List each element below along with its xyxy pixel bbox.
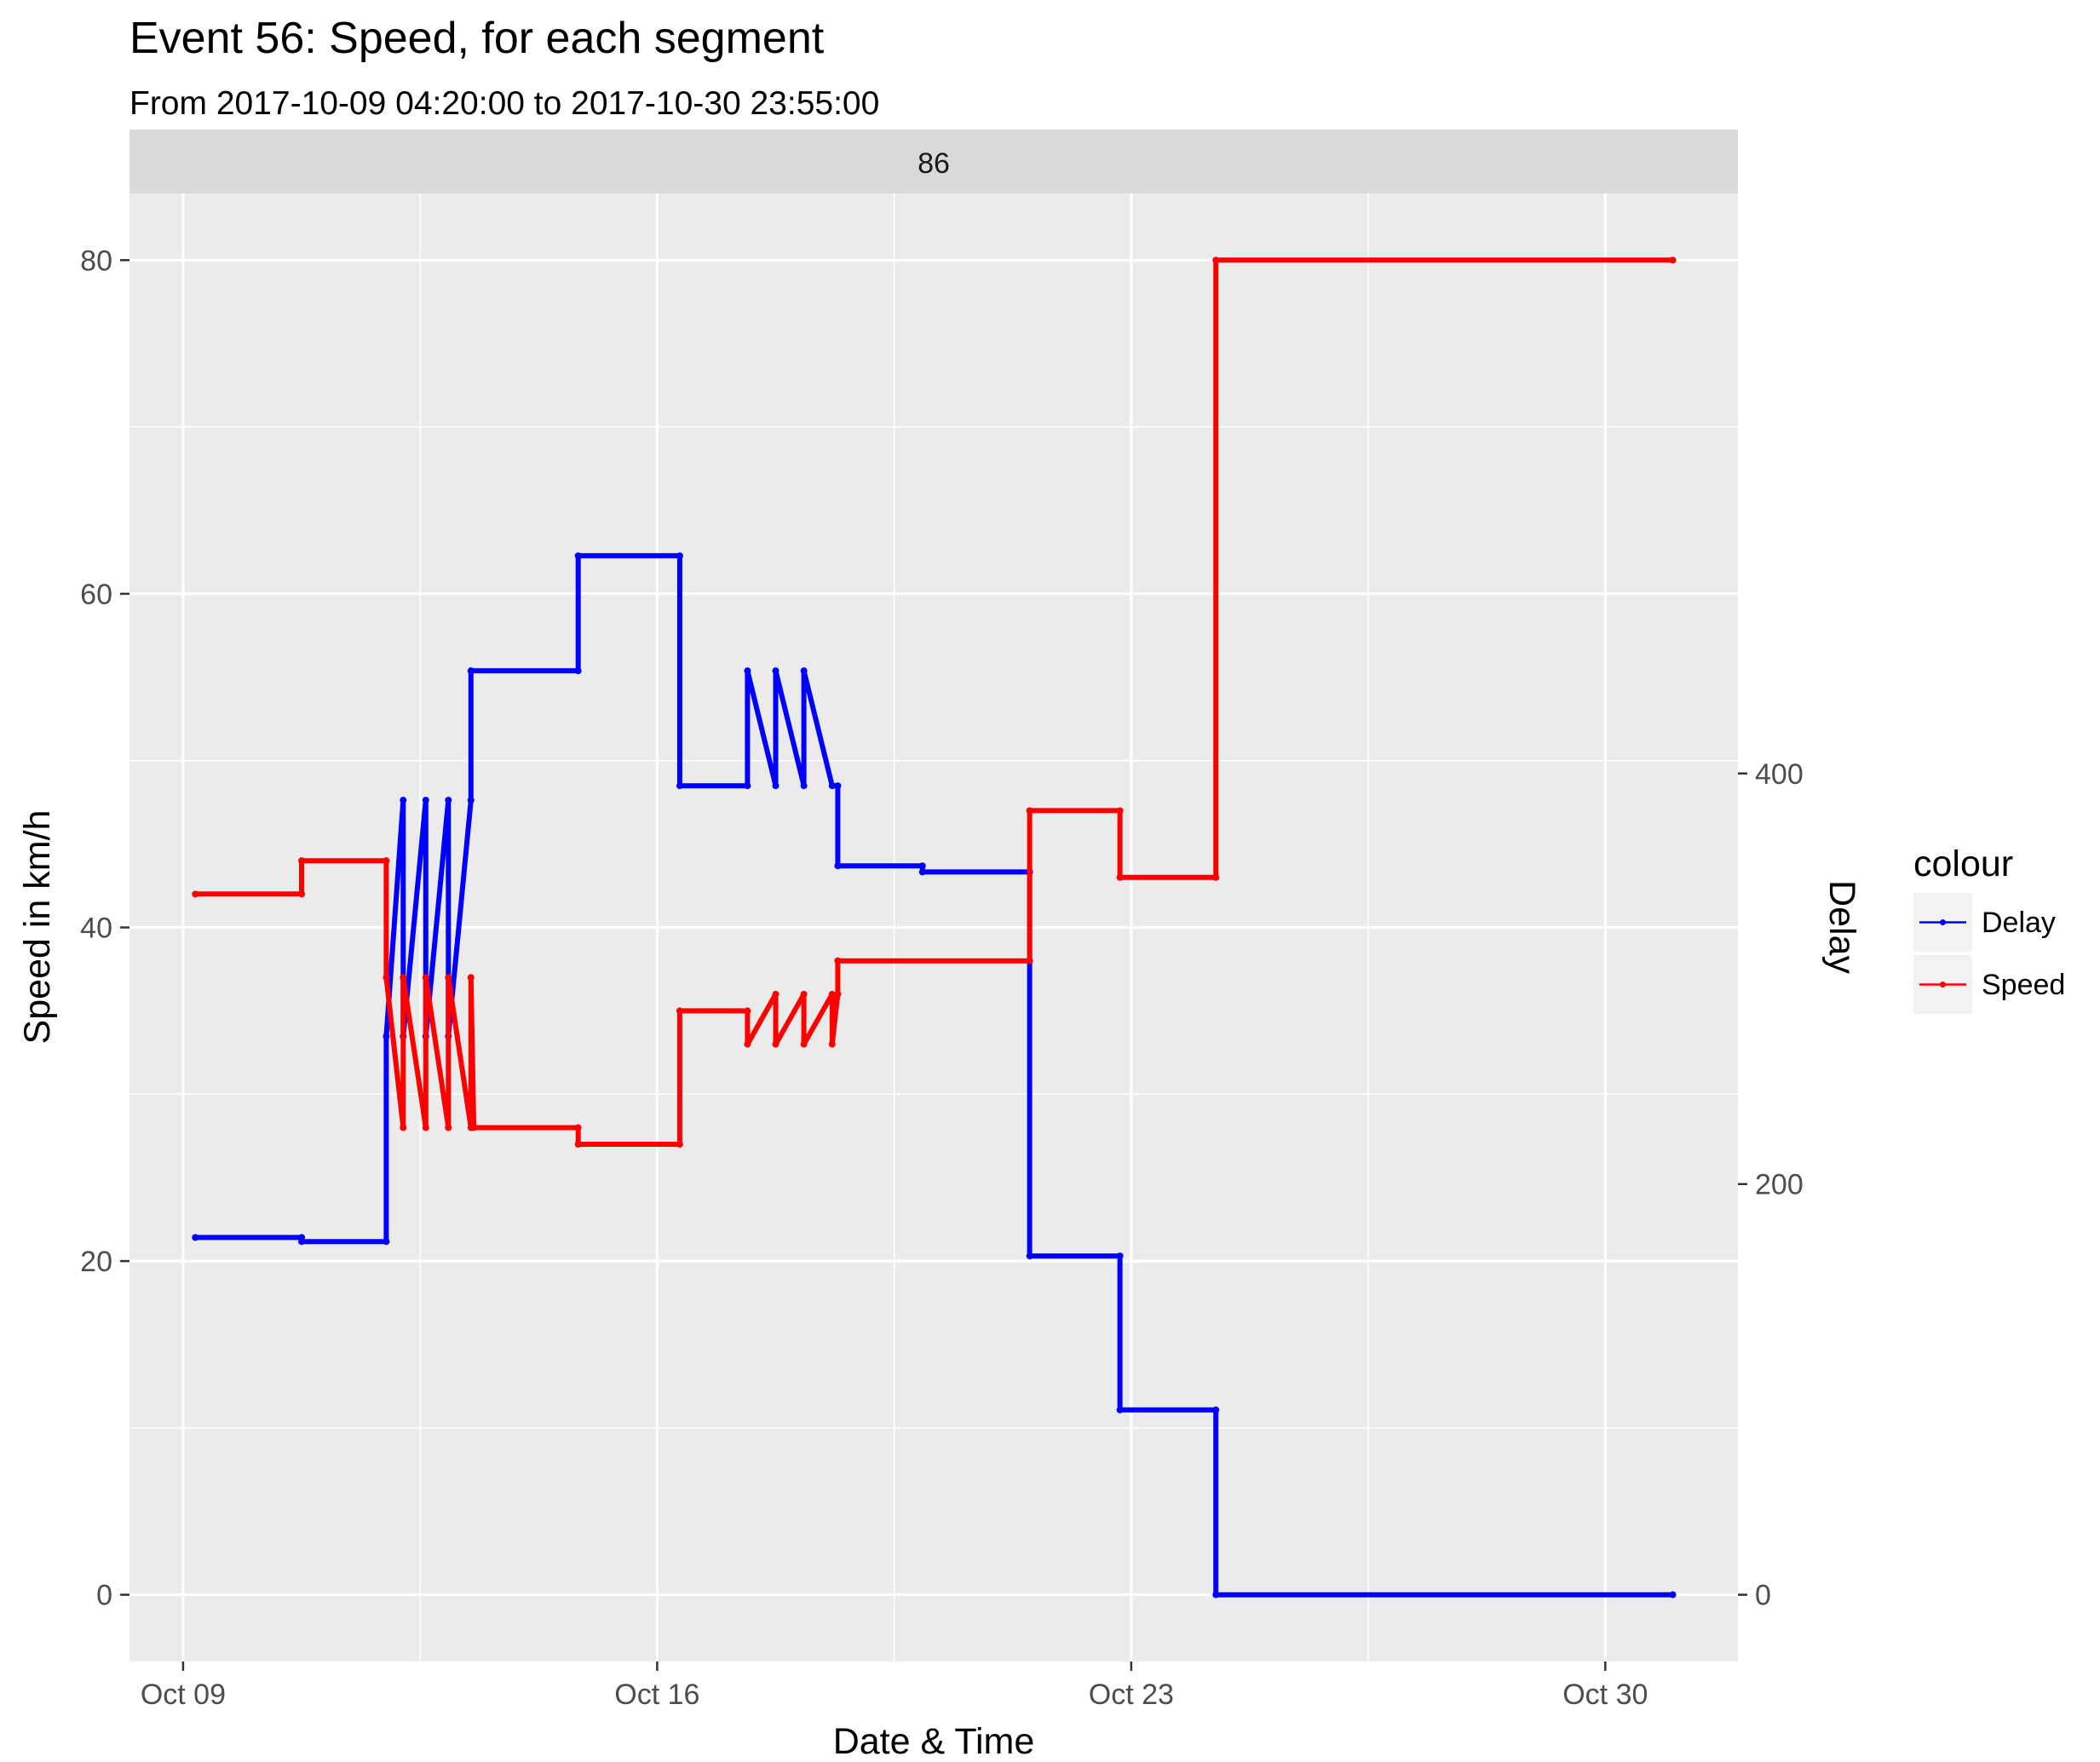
y2-axis-title: Delay bbox=[1821, 880, 1862, 974]
y-tick-label: 20 bbox=[80, 1246, 112, 1278]
data-point-speed bbox=[772, 1040, 780, 1048]
data-point-speed bbox=[1212, 873, 1220, 881]
series-layer bbox=[192, 256, 1677, 1598]
data-point-speed bbox=[744, 1007, 751, 1015]
data-point-delay bbox=[834, 782, 842, 790]
x-axis-title: Date & Time bbox=[833, 1721, 1035, 1762]
data-point-delay bbox=[1212, 1591, 1220, 1598]
facet-strip bbox=[129, 130, 1738, 193]
x-tick-label: Oct 16 bbox=[614, 1679, 699, 1711]
data-point-delay bbox=[834, 862, 842, 870]
data-point-delay bbox=[772, 667, 780, 675]
data-point-delay bbox=[192, 1234, 199, 1241]
data-point-delay bbox=[1116, 1252, 1124, 1260]
y2-tick-label: 200 bbox=[1755, 1169, 1804, 1201]
data-point-speed bbox=[467, 974, 475, 982]
x-tick-label: Oct 23 bbox=[1089, 1679, 1174, 1711]
data-point-speed bbox=[676, 1141, 683, 1149]
data-point-delay bbox=[1669, 1591, 1677, 1598]
data-point-speed bbox=[422, 974, 429, 982]
data-point-delay bbox=[744, 782, 751, 790]
x-tick-label: Oct 09 bbox=[141, 1679, 226, 1711]
axes: Oct 09 Oct 16 Oct 23 Oct 30 0 20 40 60 80 0 200 400 bbox=[80, 245, 1804, 1711]
y2-tick-label: 0 bbox=[1755, 1580, 1771, 1612]
data-point-delay bbox=[772, 782, 780, 790]
data-point-delay bbox=[676, 552, 683, 560]
y-tick-label: 0 bbox=[96, 1580, 112, 1612]
data-point-speed bbox=[470, 1124, 478, 1131]
legend-label: Delay bbox=[1982, 907, 2056, 939]
data-point-delay bbox=[800, 782, 808, 790]
y-tick-label: 80 bbox=[80, 245, 112, 277]
data-point-delay bbox=[800, 667, 808, 675]
data-point-delay bbox=[1212, 1406, 1220, 1414]
data-point-speed bbox=[445, 974, 452, 982]
y-tick-label: 40 bbox=[80, 913, 112, 945]
y-tick-label: 60 bbox=[80, 579, 112, 611]
data-point-delay bbox=[828, 782, 836, 790]
data-point-delay bbox=[422, 797, 429, 804]
data-point-speed bbox=[400, 1124, 407, 1131]
data-point-speed bbox=[744, 1040, 751, 1048]
data-point-speed bbox=[400, 974, 407, 982]
data-point-delay bbox=[383, 1238, 390, 1246]
data-point-speed bbox=[1116, 807, 1124, 815]
legend-key-point bbox=[1940, 982, 1946, 988]
x-tick-label: Oct 30 bbox=[1562, 1679, 1648, 1711]
data-point-speed bbox=[383, 857, 390, 865]
data-point-speed bbox=[574, 1141, 582, 1149]
data-point-speed bbox=[828, 1040, 836, 1048]
data-point-speed bbox=[1026, 957, 1033, 964]
chart-title: Event 56: Speed, for each segment bbox=[129, 14, 825, 63]
data-point-speed bbox=[834, 990, 842, 998]
data-point-delay bbox=[918, 862, 926, 870]
data-point-speed bbox=[192, 890, 199, 898]
legend-label: Speed bbox=[1982, 969, 2065, 1001]
data-point-delay bbox=[918, 868, 926, 876]
data-point-speed bbox=[800, 1040, 808, 1048]
data-point-speed bbox=[383, 974, 390, 982]
data-point-speed bbox=[298, 857, 306, 865]
data-point-delay bbox=[744, 667, 751, 675]
facet-label: 86 bbox=[918, 147, 950, 180]
data-point-delay bbox=[467, 667, 475, 675]
data-point-delay bbox=[1026, 1252, 1033, 1260]
data-point-speed bbox=[1669, 256, 1677, 264]
data-point-speed bbox=[772, 990, 780, 998]
data-point-speed bbox=[800, 990, 808, 998]
y-axis-title: Speed in km/h bbox=[17, 810, 58, 1045]
data-point-speed bbox=[1116, 873, 1124, 881]
legend-key-point bbox=[1940, 919, 1946, 925]
data-point-delay bbox=[445, 797, 452, 804]
data-point-delay bbox=[467, 797, 475, 804]
data-point-delay bbox=[574, 667, 582, 675]
data-point-delay bbox=[574, 552, 582, 560]
data-point-speed bbox=[574, 1124, 582, 1131]
data-point-delay bbox=[383, 1033, 390, 1040]
data-point-delay bbox=[676, 782, 683, 790]
data-point-speed bbox=[1212, 256, 1220, 264]
data-point-speed bbox=[676, 1007, 683, 1015]
legend: colour Delay Speed bbox=[1913, 844, 2065, 1014]
chart-subtitle: From 2017-10-09 04:20:00 to 2017-10-30 2… bbox=[129, 85, 879, 122]
data-point-delay bbox=[298, 1238, 306, 1246]
legend-title: colour bbox=[1913, 844, 2013, 884]
data-point-delay bbox=[1116, 1406, 1124, 1414]
data-point-speed bbox=[422, 1124, 429, 1131]
data-point-speed bbox=[298, 890, 306, 898]
data-point-speed bbox=[834, 957, 842, 964]
data-point-speed bbox=[1026, 807, 1033, 815]
data-point-speed bbox=[828, 990, 836, 998]
data-point-speed bbox=[445, 1124, 452, 1131]
y2-tick-label: 400 bbox=[1755, 758, 1804, 791]
data-point-delay bbox=[400, 797, 407, 804]
